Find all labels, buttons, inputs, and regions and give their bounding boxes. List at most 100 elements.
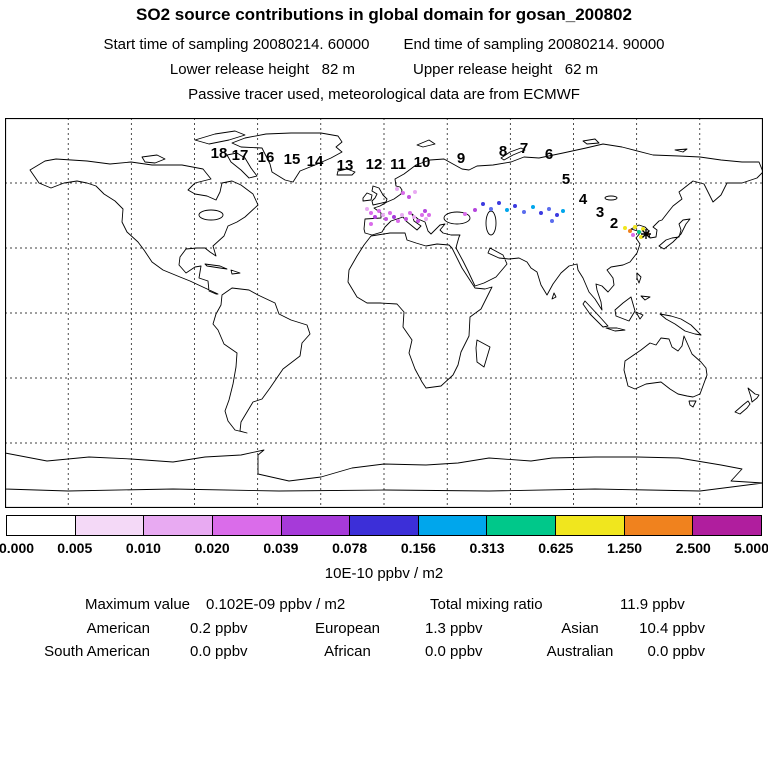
region-value: 0.0 ppbv [425,643,483,660]
plume-point [388,211,392,215]
colorbar-tick-labels: 0.000 0.005 0.010 0.020 0.039 0.078 0.156 0.313… [0,540,768,557]
colorbar-segment [212,516,282,535]
map-border [5,118,763,508]
tracer-note-text: Passive tracer used, meteorological data… [188,86,580,103]
plume-point [623,226,627,230]
colorbar-tick-label: 0.156 [400,540,436,556]
trajectory-hour-label: 10 [414,154,431,171]
colorbar [6,515,762,536]
trajectory-hour-label: 2 [610,215,618,232]
lower-release-text: Lower release height 82 m [169,61,355,78]
plume-point [550,219,554,223]
plume-point [381,213,385,217]
plume-point [628,229,632,233]
colorbar-tick-label: 0.313 [469,540,505,556]
colorbar-tick-label: 0.039 [263,540,299,556]
trajectory-hour-label: 8 [499,143,507,160]
plume-point [395,187,399,191]
plume-point [633,225,637,229]
plume-point [473,208,477,212]
region-label: South American [44,643,150,660]
coastlines [5,130,763,492]
colorbar-tick-label: 1.250 [607,540,643,556]
trajectory-hour-label: 4 [579,191,588,208]
region-label: African [324,643,371,660]
plume-point [401,191,405,195]
receptor-star-marker [641,229,651,239]
sampling-time-line: Start time of sampling 20080214. 60000 E… [0,36,768,53]
plume-point [513,204,517,208]
colorbar-segment [556,516,625,535]
region-value: 10.4 ppbv [639,620,705,637]
plume-point [369,222,373,226]
plume-point [369,211,373,215]
colorbar-segment [693,516,762,535]
plume-point [412,215,416,219]
plume-point [631,233,635,237]
sampling-start-text: Start time of sampling 20080214. 60000 [103,36,370,53]
plume-point [413,190,417,194]
colorbar-tick-label: 2.500 [675,540,711,556]
plume-point [637,230,641,234]
plume-points-layer [365,187,649,239]
colorbar-segment [418,516,488,535]
colorbar-segment [281,516,351,535]
region-label: European [314,620,381,637]
trajectory-hour-label: 12 [366,156,383,173]
plume-point [555,213,559,217]
plume-point [384,217,388,221]
plume-point [404,217,408,221]
trajectory-hour-label: 14 [307,153,324,170]
tracer-note-line: Passive tracer used, meteorological data… [0,86,768,103]
plume-point [481,202,485,206]
trajectory-hour-label: 13 [337,157,354,174]
trajectory-hour-label: 6 [545,146,553,163]
sampling-end-text: End time of sampling 20080214. 90000 [403,36,665,53]
colorbar-segment [75,516,145,535]
world-map-panel: 18 17 16 15 14 13 12 11 10 9 8 7 6 5 4 3 2 [5,118,763,508]
plume-point [407,195,411,199]
plume-point [505,208,509,212]
plume-point [396,219,400,223]
colorbar-segment [487,516,557,535]
colorbar-tick-label: 0.000 [0,540,35,556]
total-mixing-ratio-label: Total mixing ratio [430,596,543,613]
stats-row-regions-1: American 0.2 ppbv European 1.3 ppbv Asia… [0,620,768,637]
stats-row-regions-2: South American 0.0 ppbv African 0.0 ppbv… [0,643,768,660]
trajectory-hour-label: 7 [520,140,528,157]
release-height-line: Lower release height 82 m Upper release … [0,61,768,78]
plume-point [531,205,535,209]
plume-point [463,212,467,216]
trajectory-hour-label: 5 [562,171,570,188]
plume-point [641,227,645,231]
colorbar-unit-label: 10E-10 ppbv / m2 [324,565,444,582]
region-label: American [86,620,150,637]
plume-point [427,213,431,217]
plume-point [639,235,643,239]
region-label: Australian [546,643,614,660]
trajectory-hour-label: 11 [390,156,406,173]
plume-point [423,209,427,213]
plume-point [400,213,404,217]
stats-row-max-total: Maximum value 0.102E-09 ppbv / m2 Total … [0,596,768,613]
plume-point [489,207,493,211]
colorbar-tick-label: 0.005 [57,540,93,556]
colorbar-segment [624,516,694,535]
trajectory-hour-label: 18 [211,145,228,162]
plume-point [373,215,377,219]
receptor-site-layer [641,229,651,239]
trajectory-hour-label: 17 [232,147,249,164]
plume-point [561,209,565,213]
colorbar-segment [350,516,419,535]
plume-point [424,217,428,221]
plume-point [420,213,424,217]
colorbar-segment [7,516,76,535]
region-value: 1.3 ppbv [425,620,483,637]
region-value: 0.2 ppbv [190,620,248,637]
plume-point [547,207,551,211]
plume-point [408,211,412,215]
plume-point [539,211,543,215]
plume-point [365,207,369,211]
